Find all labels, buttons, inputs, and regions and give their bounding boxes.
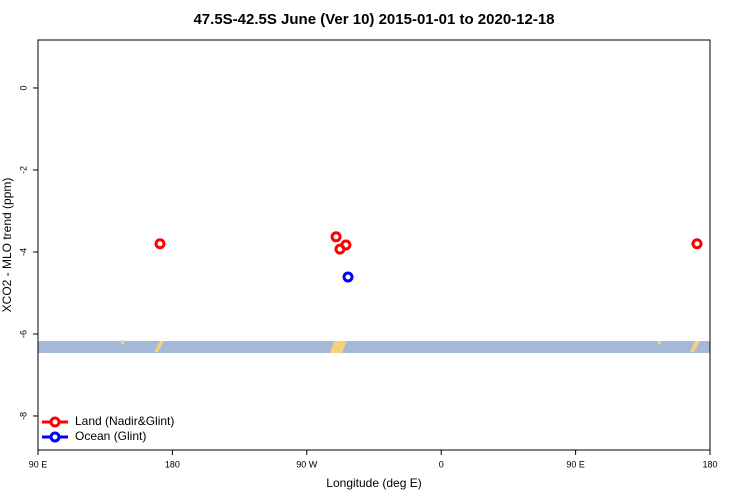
y-tick-label: 0 [18,85,28,90]
land-strip [38,340,710,353]
y-tick-label: -8 [18,412,28,420]
legend-marker [49,416,61,428]
point [330,231,342,243]
y-axis-label: XCO2 - MLO trend (ppm) [0,178,14,313]
plot-frame [37,39,711,451]
legend-label: Land (Nadir&Glint) [75,414,174,428]
y-tick-label: -4 [18,248,28,256]
x-tick-label: 90 W [296,459,318,469]
point [691,238,703,250]
x-tick-label: 90 E [29,459,48,469]
x-tick-label: 90 E [566,459,585,469]
legend-marker [49,431,61,443]
y-tick-label: -2 [18,166,28,174]
legend: Land (Nadir&Glint) Ocean (Glint) [42,414,174,443]
legend-label: Ocean (Glint) [75,429,146,443]
x-tick-label: 0 [439,459,444,469]
x-tick-label: 180 [702,459,717,469]
x-tick-label: 180 [165,459,180,469]
chart-title: 47.5S-42.5S June (Ver 10) 2015-01-01 to … [193,11,554,28]
x-axis-label: Longitude (deg E) [326,476,421,490]
point [340,239,352,251]
y-tick-label: -6 [18,330,28,338]
point [154,238,166,250]
point [342,271,354,283]
